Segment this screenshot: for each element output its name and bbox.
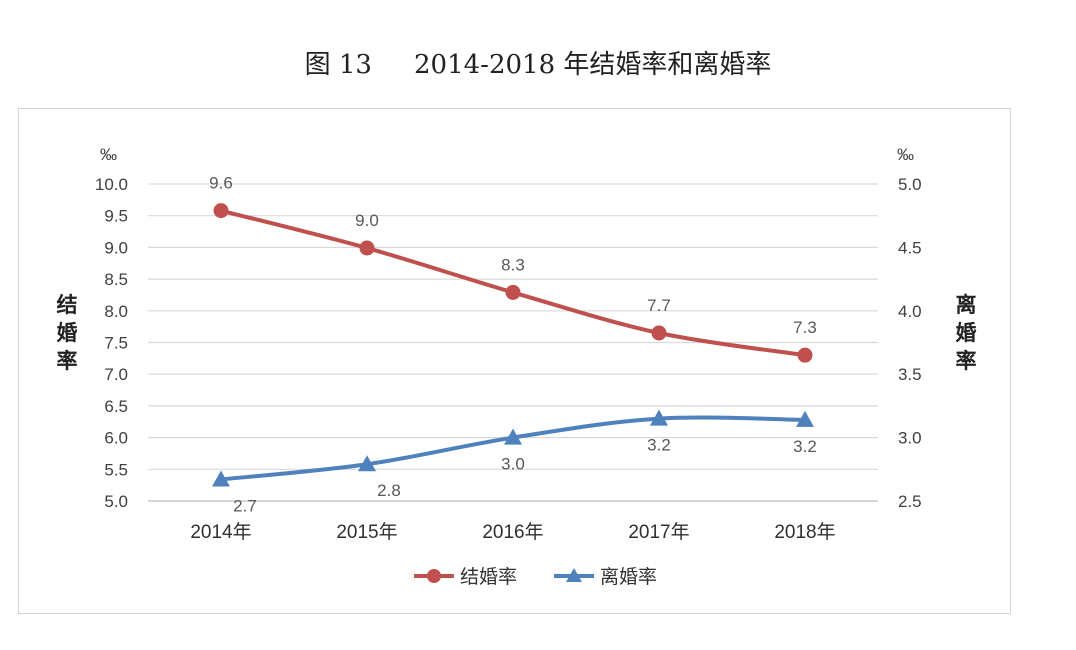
data-labels: 9.6 9.0 8.3 7.7 7.3 2.7 2.8 3.0 3.2 3.2 — [209, 174, 817, 516]
legend-marriage-label: 结婚率 — [460, 566, 517, 588]
gridlines — [148, 183, 878, 502]
left-tick-label: 9.0 — [104, 238, 128, 257]
left-tick-label: 5.0 — [104, 492, 128, 511]
data-point-marriage — [651, 325, 667, 341]
x-tick-label: 2014年 — [190, 521, 251, 543]
left-axis-ticks: 5.0 5.5 6.0 6.5 7.0 7.5 8.0 8.5 9.0 9.5 10.0 — [95, 175, 128, 511]
right-axis-ticks: 2.5 3.0 3.5 4.0 4.5 5.0 — [898, 175, 922, 511]
left-axis-unit: ‰ — [100, 145, 117, 164]
legend-divorce-label: 离婚率 — [600, 566, 657, 588]
x-tick-label: 2017年 — [628, 521, 689, 543]
figure-caption: 2014-2018 年结婚率和离婚率 — [413, 50, 772, 80]
data-label-divorce: 3.2 — [793, 437, 817, 456]
right-tick-label: 4.0 — [898, 302, 922, 321]
legend-divorce-marker — [566, 568, 582, 582]
data-label-marriage: 7.7 — [647, 296, 671, 315]
data-label-divorce: 3.0 — [501, 455, 525, 474]
x-tick-label: 2016年 — [482, 521, 543, 543]
series-line-marriage — [219, 208, 807, 358]
data-label-marriage: 7.3 — [793, 318, 817, 337]
data-point-divorce — [796, 410, 814, 427]
legend-marriage-marker — [427, 569, 441, 583]
x-tick-label: 2015年 — [336, 521, 397, 543]
data-point-marriage — [359, 240, 375, 256]
left-tick-label: 8.5 — [104, 270, 128, 289]
left-tick-label: 6.5 — [104, 397, 128, 416]
data-point-marriage — [797, 347, 813, 363]
data-point-divorce — [504, 428, 522, 445]
right-axis-label: 离婚率 — [956, 293, 977, 373]
figure-title: 图 13 2014-2018 年结婚率和离婚率 — [0, 44, 1076, 81]
left-tick-label: 10.0 — [95, 175, 128, 194]
left-tick-label: 8.0 — [104, 302, 128, 321]
left-tick-label: 6.0 — [104, 429, 128, 448]
legend: 结婚率 离婚率 — [414, 566, 657, 588]
left-tick-label: 7.5 — [104, 334, 128, 353]
data-point-divorce — [650, 409, 668, 426]
left-tick-label: 9.5 — [104, 207, 128, 226]
right-tick-label: 5.0 — [898, 175, 922, 194]
x-tick-label: 2018年 — [774, 521, 835, 543]
data-label-divorce: 2.7 — [233, 496, 257, 515]
data-label-marriage: 9.0 — [355, 211, 379, 230]
right-tick-label: 4.5 — [898, 238, 922, 257]
right-axis-unit: ‰ — [897, 145, 914, 164]
data-label-divorce: 2.8 — [377, 481, 401, 500]
right-tick-label: 3.5 — [898, 365, 922, 384]
left-axis-label: 结婚率 — [57, 293, 78, 373]
figure-number: 图 13 — [304, 50, 372, 80]
data-point-marriage — [213, 203, 229, 219]
right-tick-label: 2.5 — [898, 492, 922, 511]
series-layer — [212, 203, 814, 487]
data-label-divorce: 3.2 — [647, 436, 671, 455]
data-label-marriage: 9.6 — [209, 174, 233, 193]
data-point-divorce — [212, 470, 230, 487]
x-axis-ticks: 2014年 2015年 2016年 2017年 2018年 — [190, 521, 835, 543]
data-point-divorce — [358, 455, 376, 472]
right-tick-label: 3.0 — [898, 429, 922, 448]
left-tick-label: 7.0 — [104, 365, 128, 384]
chart-frame — [18, 108, 1011, 614]
data-label-marriage: 8.3 — [501, 255, 525, 274]
data-point-marriage — [505, 284, 521, 300]
left-tick-label: 5.5 — [104, 460, 128, 479]
